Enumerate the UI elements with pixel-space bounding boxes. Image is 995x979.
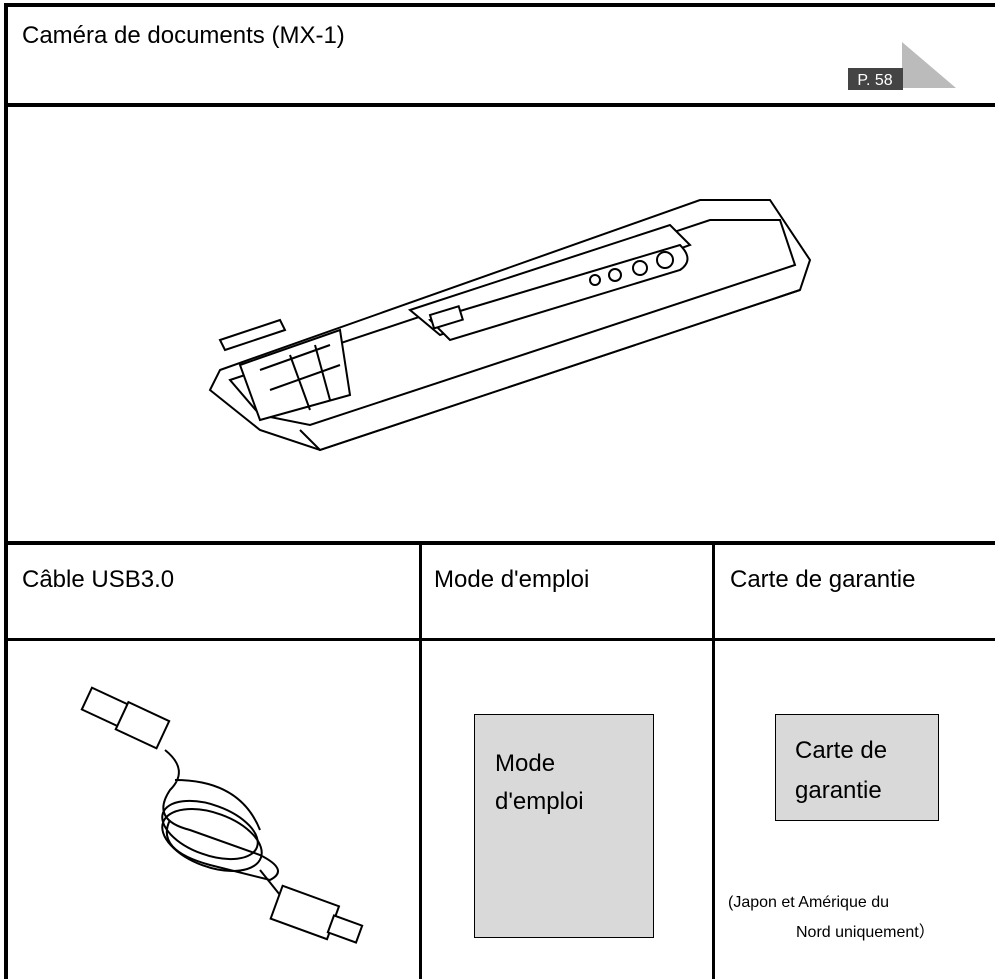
border — [419, 541, 422, 979]
border — [4, 3, 995, 7]
page-ref-badge: P. 58 — [848, 42, 956, 90]
border — [4, 541, 995, 545]
cable-illustration — [80, 686, 364, 944]
card-box: Carte de garantie — [775, 714, 939, 821]
border — [4, 103, 995, 107]
page-ref: P. 58 — [857, 72, 892, 89]
border — [4, 638, 995, 641]
box-text: Carte de — [795, 737, 888, 764]
note-text: Nord uniquement） — [796, 924, 935, 941]
box-text: garantie — [795, 777, 882, 804]
title: Caméra de documents (MX-1) — [22, 22, 345, 49]
item-label: Carte de garantie — [730, 566, 916, 593]
item-label: Câble USB3.0 — [22, 566, 175, 593]
booklet-box: Mode d'emploi — [474, 714, 654, 938]
border — [712, 541, 715, 979]
item-label: Mode d'emploi — [434, 566, 590, 593]
note: (Japon et Amérique du Nord uniquement） — [728, 888, 935, 948]
box-text: Mode — [495, 750, 556, 777]
camera-illustration — [208, 199, 812, 452]
note-text: (Japon et Amérique du — [728, 894, 889, 911]
box-text: d'emploi — [495, 788, 584, 815]
border — [4, 3, 8, 979]
